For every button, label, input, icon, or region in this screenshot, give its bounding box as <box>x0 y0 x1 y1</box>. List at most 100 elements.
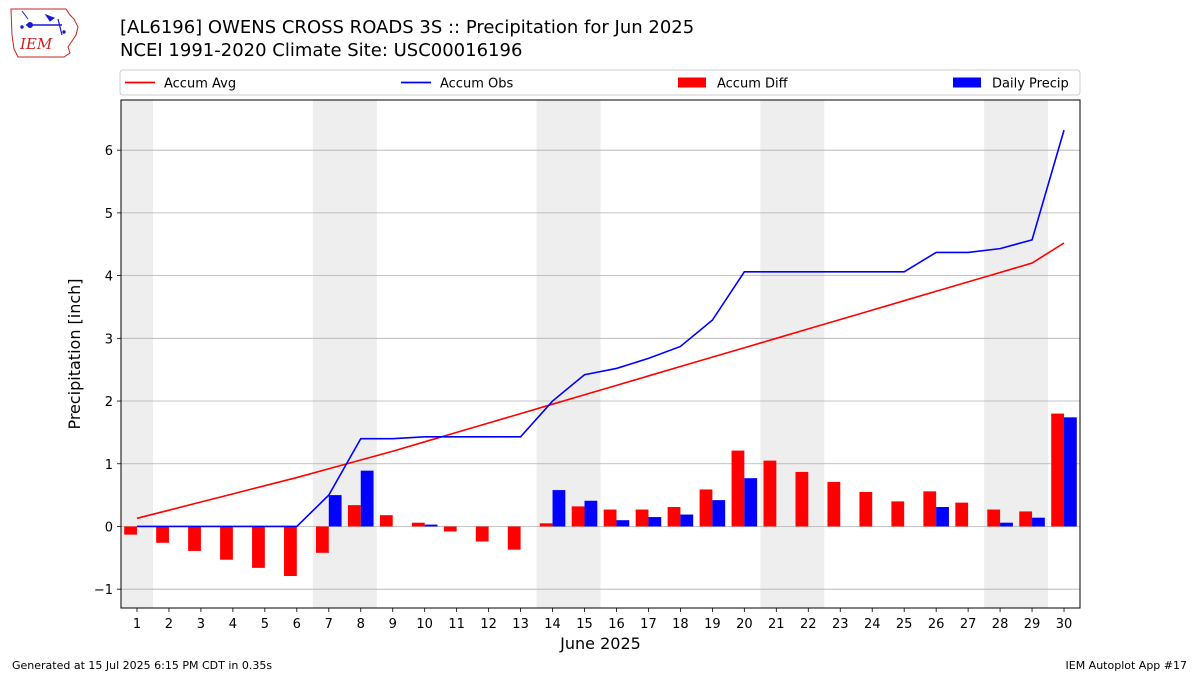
legend-accum-obs: Accum Obs <box>440 77 513 92</box>
accum-diff-bar <box>763 460 777 527</box>
x-tick-label: 2 <box>165 617 173 632</box>
legend-accum-diff-swatch <box>678 77 706 88</box>
x-tick-label: 25 <box>896 617 913 632</box>
daily-precip-bar <box>680 514 694 527</box>
chart-title: [AL6196] OWENS CROSS ROADS 3S :: Precipi… <box>120 17 695 38</box>
accum-diff-bar <box>987 509 1001 527</box>
accum-diff-bar <box>603 509 617 527</box>
x-tick-label: 24 <box>864 617 881 632</box>
y-tick-label: 4 <box>105 270 113 285</box>
accum-obs-line <box>136 129 1065 528</box>
weather-station-icon <box>20 10 66 36</box>
daily-precip-bar <box>936 507 949 527</box>
y-tick-label: 6 <box>105 144 113 159</box>
x-tick-label: 4 <box>229 617 237 632</box>
accum-diff-bar <box>795 471 809 527</box>
x-tick-label: 17 <box>640 617 657 632</box>
x-tick-label: 8 <box>357 617 365 632</box>
accum-diff-bar <box>539 523 553 527</box>
y-tick-label: −1 <box>94 583 113 598</box>
x-tick-label: 3 <box>197 617 205 632</box>
accum-diff-bar <box>699 489 713 527</box>
accum-diff-bar <box>571 506 585 527</box>
accum-diff-bar <box>923 491 937 527</box>
daily-precip-bar <box>584 500 598 527</box>
accum-diff-bar <box>124 526 137 535</box>
weekend-band <box>536 100 601 608</box>
x-tick-label: 19 <box>704 617 721 632</box>
weekend-band <box>760 100 825 608</box>
accum-diff-bar <box>827 481 841 527</box>
x-tick-label: 30 <box>1056 617 1073 632</box>
generated-footer: Generated at 15 Jul 2025 6:15 PM CDT in … <box>12 659 273 672</box>
daily-precip-bar <box>328 495 342 527</box>
y-tick-label: 2 <box>105 395 113 410</box>
accum-diff-bar <box>315 526 329 553</box>
daily-precip-bar <box>552 490 566 527</box>
x-tick-label: 18 <box>672 617 689 632</box>
x-tick-label: 9 <box>389 617 397 632</box>
x-tick-label: 11 <box>448 617 465 632</box>
y-tick-label: 1 <box>105 458 113 473</box>
accum-diff-bar <box>891 501 905 527</box>
x-tick-label: 22 <box>800 617 817 632</box>
y-axis-label: Precipitation [inch] <box>65 278 84 429</box>
accum-diff-bar <box>1019 511 1033 527</box>
accum-diff-bar <box>252 526 265 568</box>
x-tick-label: 5 <box>261 617 269 632</box>
daily-precip-bar <box>712 500 726 527</box>
accum-diff-bar <box>156 526 169 543</box>
x-tick-label: 10 <box>416 617 433 632</box>
y-tick-label: 0 <box>105 520 113 535</box>
x-tick-label: 20 <box>736 617 753 632</box>
accum-diff-bar <box>188 526 201 551</box>
daily-precip-bar <box>648 517 662 527</box>
daily-precip-bar <box>1000 522 1013 527</box>
daily-precip-bar <box>360 470 374 527</box>
accum-diff-bar <box>955 502 969 527</box>
x-tick-label: 13 <box>512 617 529 632</box>
daily-precip-bar <box>1064 417 1077 527</box>
y-tick-label: 5 <box>105 207 113 222</box>
x-tick-label: 6 <box>293 617 301 632</box>
x-tick-label: 15 <box>576 617 593 632</box>
accum-diff-bar <box>667 507 681 527</box>
app-footer: IEM Autoplot App #17 <box>1065 659 1188 672</box>
accum-diff-bar <box>475 526 489 542</box>
daily-precip-bar <box>744 478 758 527</box>
x-tick-label: 7 <box>325 617 333 632</box>
accum-diff-bar <box>507 526 521 550</box>
legend-box <box>119 69 1081 96</box>
x-axis-label: June 2025 <box>559 634 641 653</box>
plot-frame <box>120 99 1081 609</box>
daily-precip-bar <box>424 524 438 527</box>
weekend-band <box>121 100 153 608</box>
accum-diff-bar <box>284 526 297 577</box>
x-tick-label: 16 <box>608 617 625 632</box>
x-tick-label: 21 <box>768 617 785 632</box>
x-tick-label: 23 <box>832 617 849 632</box>
x-tick-label: 14 <box>544 617 561 632</box>
chart-subtitle: NCEI 1991-2020 Climate Site: USC00016196 <box>120 40 523 61</box>
weekend-band <box>984 100 1049 608</box>
daily-precip-bar <box>1032 517 1045 527</box>
accum-diff-bar <box>1051 413 1065 527</box>
x-tick-label: 1 <box>133 617 141 632</box>
y-tick-label: 3 <box>105 332 113 347</box>
legend-accum-avg: Accum Avg <box>164 77 236 92</box>
accum-diff-bar <box>220 526 233 560</box>
x-tick-label: 26 <box>928 617 945 632</box>
logo-text: IEM <box>19 35 53 53</box>
x-tick-label: 28 <box>992 617 1009 632</box>
accum-diff-bar <box>859 491 873 527</box>
x-tick-label: 29 <box>1024 617 1041 632</box>
legend-daily-precip: Daily Precip <box>992 77 1069 92</box>
legend-accum-diff: Accum Diff <box>717 77 789 92</box>
accum-diff-bar <box>635 509 649 527</box>
accum-diff-bar <box>731 450 745 527</box>
accum-diff-bar <box>411 522 425 527</box>
accum-diff-bar <box>347 505 361 527</box>
accum-diff-bar <box>443 526 457 532</box>
x-tick-label: 27 <box>960 617 977 632</box>
x-tick-label: 12 <box>480 617 497 632</box>
